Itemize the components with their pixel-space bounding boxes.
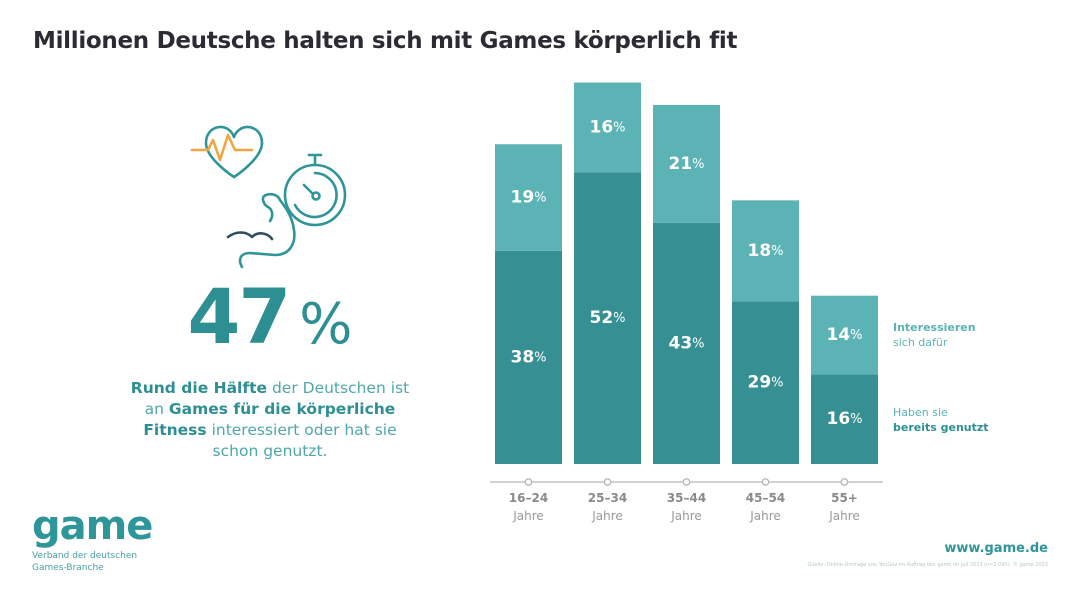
tick-label-3: 45–54 [746,491,785,505]
label-interested-4: 14% [826,325,862,345]
label-used-2: 43% [668,333,704,353]
heart-rate-icon [190,125,264,179]
headline-value: 47 [187,272,292,361]
tick-marker-0 [524,478,533,486]
desc-part-2: der Deutschen ist an [144,379,410,418]
label-interested-0: 19% [510,188,546,208]
tick-label-2: 35–44 [667,491,706,505]
label-used-4: 16% [826,409,862,429]
tick-marker-1 [603,478,612,486]
source-note: Quelle: Online-Umfrage von YouGov im Auf… [807,562,1048,568]
legend-used: Haben sie bereits genutzt [893,405,989,435]
stopwatch-icon [283,153,347,227]
tick-sublabel-4: Jahre [828,509,860,523]
label-used-0: 38% [510,347,546,367]
label-used-3: 29% [747,373,783,393]
tick-sublabel-3: Jahre [749,509,781,523]
bar-used-4 [811,374,878,464]
bar-interested-0 [495,144,562,251]
legend-used-line1: Haben sie [893,406,948,419]
bar-used-2 [653,222,720,464]
logo-word: game [32,503,153,549]
tick-marker-3 [761,478,770,486]
tick-sublabel-1: Jahre [591,509,623,523]
bar-used-0 [495,250,562,464]
label-interested-2: 21% [668,154,704,174]
legend-interested-line2: sich dafür [893,336,948,349]
tick-sublabel-2: Jahre [670,509,702,523]
bar-used-3 [732,301,799,464]
label-interested-1: 16% [589,117,625,137]
label-used-1: 52% [589,308,625,328]
game-logo: game Verband der deutschen Games-Branche [32,503,153,574]
bar-interested-4 [811,295,878,375]
label-interested-3: 18% [747,241,783,261]
desc-part-3: Games für die körperliche Fitness [143,400,396,439]
desc-part-1: Rund die Hälfte [130,379,268,397]
bar-interested-3 [732,200,799,302]
tick-sublabel-0: Jahre [512,509,544,523]
logo-subtitle-2: Games-Branche [32,563,104,573]
tick-label-0: 16–24 [509,491,548,505]
tick-marker-2 [682,478,691,486]
fitness-icons [190,125,347,269]
headline-unit: % [299,292,353,357]
page-title: Millionen Deutsche halten sich mit Games… [33,28,738,54]
logo-subtitle-1: Verband der deutschen [32,551,138,561]
bar-used-1 [574,172,641,464]
legend-interested-line1: Interessieren [893,321,976,334]
legend-interested: Interessieren sich dafür [893,320,976,350]
bar-interested-1 [574,82,641,173]
tick-marker-4 [840,478,849,486]
tick-label-1: 25–34 [588,491,627,505]
headline-percentage: 47% [140,272,400,361]
legend-used-line2: bereits genutzt [893,421,989,434]
muscle-arm-icon [226,192,296,269]
tick-label-4: 55+ [831,491,858,505]
desc-part-4: interessiert oder hat sie schon genutzt. [206,421,397,460]
bar-interested-2 [653,104,720,223]
headline-description: Rund die Hälfte der Deutschen ist an Gam… [120,378,420,462]
website-link[interactable]: www.game.de [944,541,1048,556]
